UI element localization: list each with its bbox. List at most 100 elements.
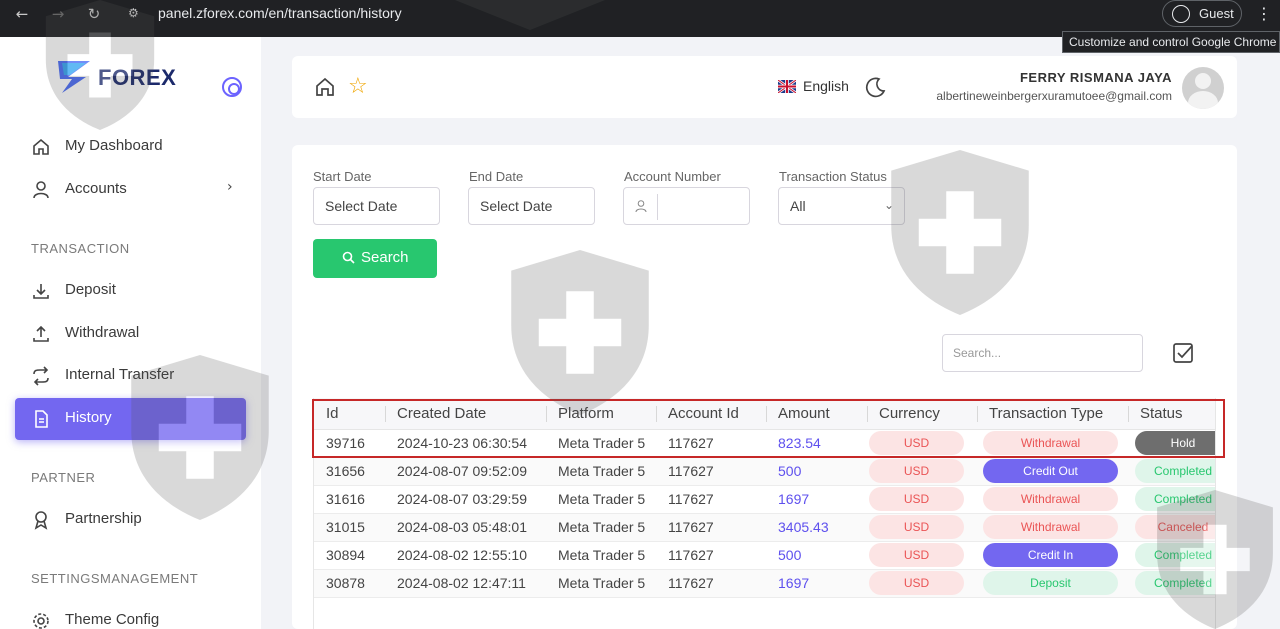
cell-account-id: 117627 bbox=[656, 457, 766, 486]
table-row[interactable]: 39716 2024-10-23 06:30:54 Meta Trader 5 117… bbox=[314, 429, 1215, 458]
sidebar-item-dashboard[interactable]: My Dashboard bbox=[15, 126, 246, 168]
cell-created-date: 2024-08-07 03:29:59 bbox=[385, 485, 546, 514]
sidebar-item-history[interactable]: History bbox=[15, 398, 246, 440]
column-header-amount[interactable]: Amount bbox=[766, 398, 867, 430]
table-header-row: Id Created Date Platform Account Id Amou… bbox=[314, 398, 1215, 430]
gear-icon bbox=[33, 613, 49, 629]
transaction-type-badge: Withdrawal bbox=[983, 515, 1118, 539]
site-info-icon[interactable]: ⚙ bbox=[128, 6, 139, 20]
sidebar-item-accounts[interactable]: Accounts › bbox=[15, 169, 246, 211]
column-header-status[interactable]: Status bbox=[1128, 398, 1215, 430]
currency-badge: USD bbox=[869, 431, 964, 455]
cell-transaction-type: Withdrawal bbox=[977, 429, 1128, 458]
end-date-field[interactable]: Select Date bbox=[468, 187, 595, 225]
profile-label: Guest bbox=[1199, 6, 1234, 21]
sidebar-item-withdrawal[interactable]: Withdrawal bbox=[15, 313, 246, 355]
cell-currency: USD bbox=[867, 513, 977, 542]
home-icon[interactable] bbox=[314, 76, 336, 98]
start-date-field[interactable]: Select Date bbox=[313, 187, 440, 225]
transfer-icon bbox=[33, 366, 49, 386]
cell-currency: USD bbox=[867, 457, 977, 486]
status-badge: Completed bbox=[1135, 571, 1215, 595]
back-icon[interactable]: ← bbox=[15, 5, 29, 23]
cell-platform: Meta Trader 5 bbox=[546, 541, 656, 570]
cell-created-date: 2024-08-07 09:52:09 bbox=[385, 457, 546, 486]
cell-transaction-type: Deposit bbox=[977, 569, 1128, 598]
profile-button[interactable]: Guest bbox=[1162, 0, 1242, 27]
moon-icon[interactable] bbox=[863, 75, 887, 99]
sidebar-item-theme-config[interactable]: Theme Config bbox=[15, 600, 246, 629]
sidebar-item-label: History bbox=[65, 409, 112, 426]
currency-badge: USD bbox=[869, 487, 964, 511]
table-row[interactable]: 30878 2024-08-02 12:47:11 Meta Trader 5 117… bbox=[314, 569, 1215, 598]
table-search-input[interactable]: Search... bbox=[942, 334, 1143, 372]
document-icon bbox=[35, 410, 48, 428]
sidebar-item-label: Accounts bbox=[65, 180, 127, 197]
home-icon bbox=[33, 138, 49, 155]
cell-id: 31656 bbox=[314, 457, 385, 486]
browser-menu-icon[interactable]: ⋮ bbox=[1256, 4, 1272, 23]
search-button-label: Search bbox=[361, 249, 409, 266]
sidebar-item-label: Internal Transfer bbox=[65, 366, 175, 383]
table-row[interactable]: 30894 2024-08-02 12:55:10 Meta Trader 5 117… bbox=[314, 541, 1215, 570]
sidebar-item-deposit[interactable]: Deposit bbox=[15, 270, 246, 312]
column-visibility-icon[interactable] bbox=[1172, 342, 1194, 364]
table-row[interactable]: 31616 2024-08-07 03:29:59 Meta Trader 5 117… bbox=[314, 485, 1215, 514]
transaction-type-badge: Withdrawal bbox=[983, 487, 1118, 511]
browser-toolbar: ← → ↻ ⚙ panel.zforex.com/en/transaction/… bbox=[0, 0, 1280, 37]
sidebar-item-label: Deposit bbox=[65, 281, 116, 298]
input-divider bbox=[657, 194, 658, 220]
user-icon bbox=[635, 200, 647, 213]
cell-transaction-type: Withdrawal bbox=[977, 485, 1128, 514]
forward-icon[interactable]: → bbox=[51, 5, 65, 23]
cell-transaction-type: Credit Out bbox=[977, 457, 1128, 486]
sidebar-item-partnership[interactable]: Partnership bbox=[15, 499, 246, 541]
cell-created-date: 2024-08-03 05:48:01 bbox=[385, 513, 546, 542]
cell-status: Completed bbox=[1128, 569, 1215, 598]
avatar[interactable] bbox=[1182, 67, 1224, 109]
tooltip: Customize and control Google Chrome bbox=[1062, 31, 1280, 53]
currency-badge: USD bbox=[869, 515, 964, 539]
sidebar-item-internal-transfer[interactable]: Internal Transfer bbox=[15, 355, 246, 397]
cell-status: Completed bbox=[1128, 485, 1215, 514]
sidebar-toggle-icon[interactable] bbox=[222, 77, 242, 97]
address-bar[interactable]: panel.zforex.com/en/transaction/history bbox=[158, 5, 402, 21]
column-header-currency[interactable]: Currency bbox=[867, 398, 977, 430]
user-icon bbox=[33, 181, 49, 199]
logo[interactable]: FOREX bbox=[56, 57, 196, 97]
cell-platform: Meta Trader 5 bbox=[546, 569, 656, 598]
currency-badge: USD bbox=[869, 459, 964, 483]
transaction-type-badge: Credit Out bbox=[983, 459, 1118, 483]
transaction-status-select[interactable]: All ⌄ bbox=[778, 187, 905, 225]
reload-icon[interactable]: ↻ bbox=[87, 5, 101, 23]
status-badge: Completed bbox=[1135, 487, 1215, 511]
column-header-created-date[interactable]: Created Date bbox=[385, 398, 546, 430]
table-row[interactable]: 31015 2024-08-03 05:48:01 Meta Trader 5 117… bbox=[314, 513, 1215, 542]
user-name[interactable]: FERRY RISMANA JAYA bbox=[1019, 70, 1172, 85]
cell-created-date: 2024-10-23 06:30:54 bbox=[385, 429, 546, 458]
start-date-value: Select Date bbox=[325, 198, 398, 214]
cell-amount: 1697 bbox=[766, 569, 867, 598]
currency-badge: USD bbox=[869, 543, 964, 567]
cell-account-id: 117627 bbox=[656, 569, 766, 598]
star-icon[interactable]: ☆ bbox=[348, 74, 368, 99]
cell-account-id: 117627 bbox=[656, 513, 766, 542]
cell-currency: USD bbox=[867, 429, 977, 458]
language-selector[interactable]: English bbox=[803, 78, 849, 94]
cell-account-id: 117627 bbox=[656, 485, 766, 514]
cell-created-date: 2024-08-02 12:47:11 bbox=[385, 569, 546, 598]
column-header-platform[interactable]: Platform bbox=[546, 398, 656, 430]
account-number-field[interactable] bbox=[623, 187, 750, 225]
transactions-table: Id Created Date Platform Account Id Amou… bbox=[313, 398, 1216, 629]
search-button[interactable]: Search bbox=[313, 239, 437, 278]
uk-flag-icon bbox=[778, 80, 796, 93]
column-header-id[interactable]: Id bbox=[314, 398, 385, 430]
cell-currency: USD bbox=[867, 485, 977, 514]
chevron-down-icon: ⌄ bbox=[883, 198, 894, 212]
column-header-account-id[interactable]: Account Id bbox=[656, 398, 766, 430]
transaction-type-badge: Deposit bbox=[983, 571, 1118, 595]
column-header-transaction-type[interactable]: Transaction Type bbox=[977, 398, 1128, 430]
table-row[interactable]: 31656 2024-08-07 09:52:09 Meta Trader 5 117… bbox=[314, 457, 1215, 486]
cell-amount: 3405.43 bbox=[766, 513, 867, 542]
start-date-label: Start Date bbox=[313, 169, 372, 184]
